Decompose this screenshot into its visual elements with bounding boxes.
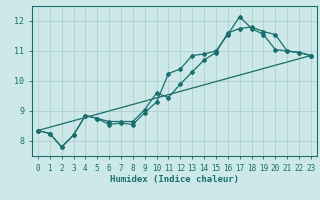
X-axis label: Humidex (Indice chaleur): Humidex (Indice chaleur) xyxy=(110,175,239,184)
